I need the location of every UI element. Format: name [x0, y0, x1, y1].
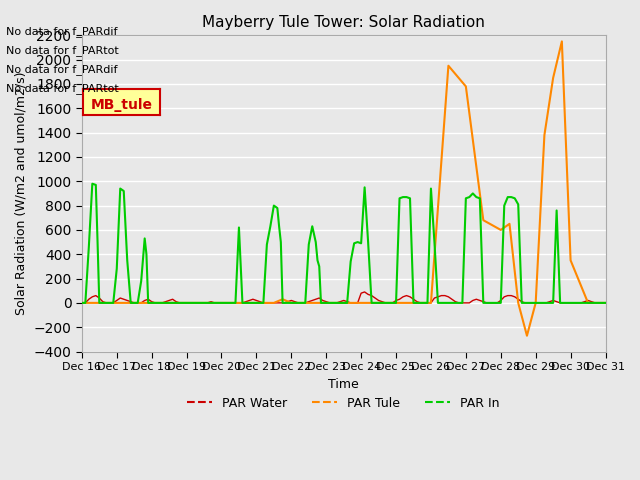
Text: MB_tule: MB_tule: [91, 97, 152, 112]
Legend: PAR Water, PAR Tule, PAR In: PAR Water, PAR Tule, PAR In: [182, 392, 505, 415]
Y-axis label: Solar Radiation (W/m2 and umol/m2/s): Solar Radiation (W/m2 and umol/m2/s): [15, 72, 28, 315]
Text: No data for f_PARdif: No data for f_PARdif: [6, 64, 118, 75]
Text: No data for f_PARtot: No data for f_PARtot: [6, 45, 119, 56]
Text: No data for f_PARdif: No data for f_PARdif: [6, 25, 118, 36]
X-axis label: Time: Time: [328, 377, 359, 391]
Title: Mayberry Tule Tower: Solar Radiation: Mayberry Tule Tower: Solar Radiation: [202, 15, 485, 30]
Text: No data for f_PARtot: No data for f_PARtot: [6, 83, 119, 94]
